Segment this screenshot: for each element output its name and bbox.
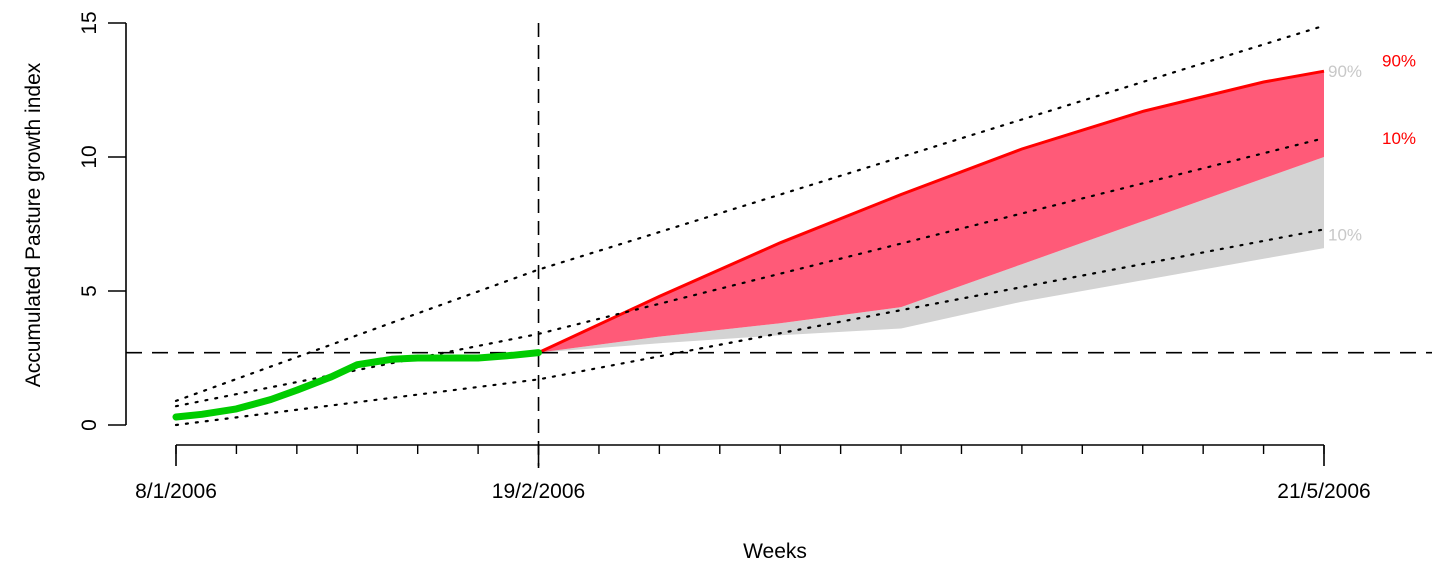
dotted-line-3 bbox=[174, 228, 1326, 427]
axes: 0 5 10 15 8/1/2006 19/2/2006 21/5/2006 bbox=[78, 11, 1371, 503]
x-axis-label: Weeks bbox=[743, 540, 807, 563]
grey-band-upper-label: 90% bbox=[1328, 62, 1362, 81]
y-tick-label: 10 bbox=[78, 145, 101, 168]
red-band-upper-edge bbox=[537, 69, 1325, 354]
x-tick-label: 8/1/2006 bbox=[135, 480, 217, 503]
x-tick-label: 19/2/2006 bbox=[492, 480, 585, 503]
grey-band-lower-label: 10% bbox=[1328, 226, 1362, 245]
red-band-lower-label: 10% bbox=[1382, 129, 1416, 148]
y-axis-label: Accumulated Pasture growth index bbox=[22, 62, 45, 387]
red-band-upper-label: 90% bbox=[1382, 52, 1416, 71]
y-tick-label: 15 bbox=[78, 11, 101, 34]
x-tick-label: 21/5/2006 bbox=[1277, 480, 1370, 503]
y-tick-label: 5 bbox=[78, 285, 101, 297]
red-forecast-band bbox=[538, 71, 1324, 353]
grey-forecast-band bbox=[538, 157, 1324, 353]
observed-growth-line bbox=[172, 349, 542, 421]
y-tick-label: 0 bbox=[78, 419, 101, 431]
plot-area: 90% 10% 90% 10% bbox=[126, 23, 1432, 468]
